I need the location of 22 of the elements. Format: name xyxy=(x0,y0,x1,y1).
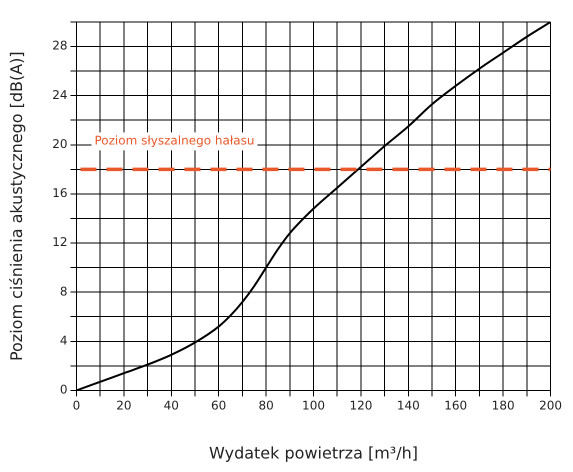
x-tick-label: 120 xyxy=(349,398,372,413)
x-tick-label: 20 xyxy=(116,398,132,413)
x-tick-label: 180 xyxy=(492,398,515,413)
y-tick-label: 8 xyxy=(60,284,68,298)
x-tick-label: 40 xyxy=(164,398,179,413)
y-tick-label: 28 xyxy=(52,38,68,53)
x-tick-label: 200 xyxy=(539,398,562,413)
y-tick-label: 0 xyxy=(60,382,68,397)
y-tick-label: 4 xyxy=(60,333,68,348)
y-tick-label: 16 xyxy=(52,186,68,200)
x-axis-title: Wydatek powietrza [m³/h] xyxy=(209,444,418,463)
ref-line-label: Poziom słyszalnego hałasu xyxy=(94,133,254,148)
y-tick-label: 20 xyxy=(52,136,68,151)
x-tick-label: 0 xyxy=(72,398,80,413)
x-tick-label: 80 xyxy=(258,398,274,413)
y-tick-label: 12 xyxy=(52,235,68,250)
x-tick-label: 60 xyxy=(211,398,226,413)
x-tick-label: 100 xyxy=(302,398,325,413)
y-axis-title: Poziom ciśnienia akustycznego [dB(A)] xyxy=(6,51,26,362)
x-tick-label: 140 xyxy=(396,398,420,413)
y-tick-label: 24 xyxy=(52,88,68,102)
x-tick-label: 160 xyxy=(444,398,468,413)
